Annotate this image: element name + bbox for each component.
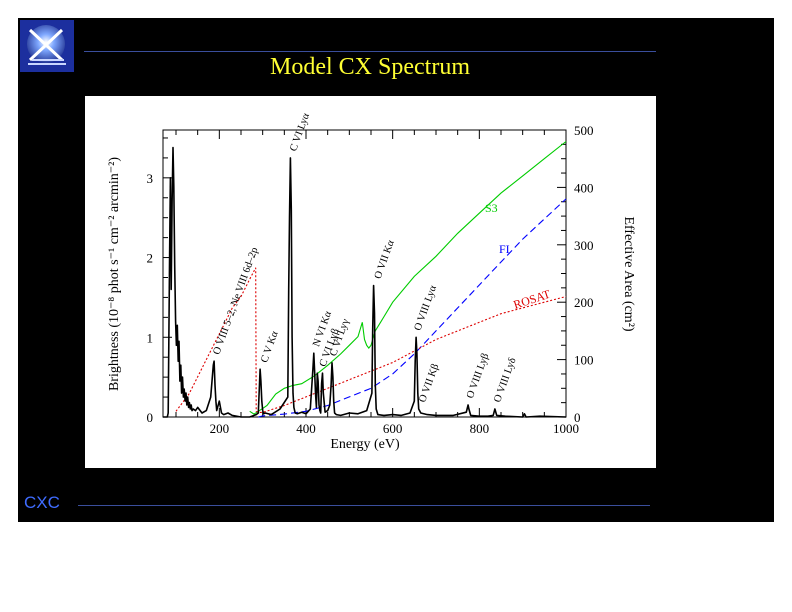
y2-tick-label: 0 xyxy=(574,410,581,425)
x-tick-label: 600 xyxy=(383,421,403,436)
footer-rule xyxy=(78,505,650,506)
header-rule xyxy=(84,51,656,52)
y-tick-label: 3 xyxy=(147,171,154,186)
line-annotation: O VII Kβ xyxy=(417,363,441,404)
y2-axis-label: Effective Area (cm²) xyxy=(621,216,636,331)
y-tick-label: 2 xyxy=(147,251,154,266)
line-annotation: C VI Lyα xyxy=(288,111,312,153)
y-axis-label: Brightness (10⁻⁸ phot s⁻¹ cm⁻² arcmin⁻²) xyxy=(107,157,122,391)
x-tick-label: 200 xyxy=(210,421,230,436)
chart-panel: 200 400 600 800 1000 0 1 2 3 0 100 200 300 400 500 O V… xyxy=(85,96,656,468)
y-tick-label: 0 xyxy=(147,410,154,425)
series-label-s3: S3 xyxy=(485,201,498,215)
series-label-fi: FI xyxy=(499,242,510,256)
y2-tick-label: 400 xyxy=(574,180,594,195)
line-annotation: O VIII Lyα xyxy=(413,284,440,333)
slide-title: Model CX Spectrum xyxy=(270,54,470,80)
y2-tick-label: 100 xyxy=(574,353,594,368)
chandra-logo-icon xyxy=(20,20,74,72)
series-label-rosat: ROSAT xyxy=(512,287,553,312)
series-line-s3 xyxy=(249,141,567,415)
line-annotation: C V Kα xyxy=(259,329,281,364)
x-tick-label: 800 xyxy=(470,421,490,436)
y2-tick-label: 500 xyxy=(574,123,594,138)
x-axis-label: Energy (eV) xyxy=(330,437,400,452)
line-annotation: O VIII Lyδ xyxy=(492,356,518,404)
x-tick-label: 1000 xyxy=(553,421,579,436)
x-tick-label: 400 xyxy=(296,421,316,436)
y-tick-label: 1 xyxy=(147,330,154,345)
line-annotation: O VIII Lyβ xyxy=(465,352,491,400)
y2-tick-label: 300 xyxy=(574,238,594,253)
spectrum-line xyxy=(163,146,567,418)
line-annotation: O VIII 5–2, Ne VIII 6d–2p xyxy=(211,246,260,356)
series-line-rosat xyxy=(175,267,567,413)
y2-tick-label: 200 xyxy=(574,295,594,310)
footer-label: CXC xyxy=(24,493,60,512)
line-annotation: O VII Kα xyxy=(373,238,397,280)
